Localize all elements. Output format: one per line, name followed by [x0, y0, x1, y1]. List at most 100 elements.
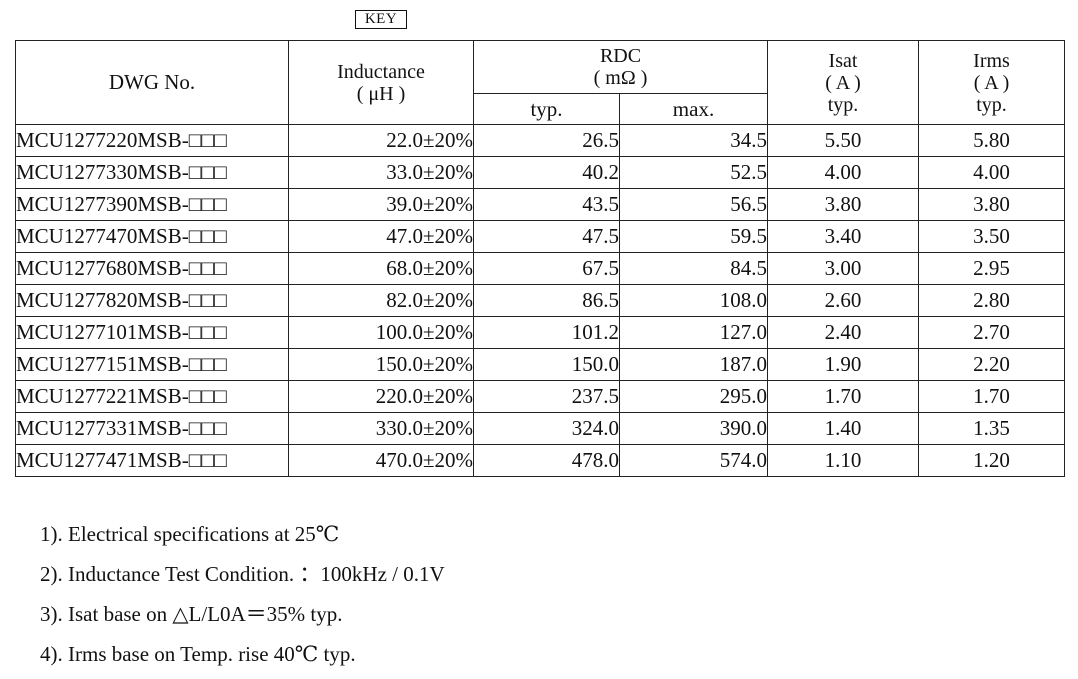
cell-inductance: 150.0±20% [288, 348, 474, 381]
table-row: MCU1277151MSB-□□□ 150.0±20% 150.0 187.0 … [15, 348, 1065, 381]
cell-rdc-max: 127.0 [619, 316, 768, 349]
cell-dwg: MCU1277151MSB-□□□ [15, 348, 289, 381]
cell-dwg: MCU1277331MSB-□□□ [15, 412, 289, 445]
note-item: 2). Inductance Test Condition. ：100kHz /… [40, 562, 445, 586]
cell-isat: 1.40 [767, 412, 919, 445]
cell-inductance: 47.0±20% [288, 220, 474, 253]
cell-rdc-typ: 43.5 [473, 188, 620, 221]
header-rdc-typ: typ. [473, 93, 620, 125]
cell-rdc-max: 187.0 [619, 348, 768, 381]
note-item: 1). Electrical specifications at 25℃ [40, 522, 340, 546]
cell-rdc-typ: 47.5 [473, 220, 620, 253]
table-row: MCU1277221MSB-□□□ 220.0±20% 237.5 295.0 … [15, 380, 1065, 413]
cell-isat: 3.40 [767, 220, 919, 253]
cell-rdc-max: 390.0 [619, 412, 768, 445]
cell-dwg: MCU1277390MSB-□□□ [15, 188, 289, 221]
header-rdc-label: RDC [599, 45, 642, 67]
cell-rdc-max: 295.0 [619, 380, 768, 413]
cell-rdc-typ: 324.0 [473, 412, 620, 445]
cell-rdc-typ: 40.2 [473, 156, 620, 189]
header-rdc-unit: ( mΩ ) [593, 67, 648, 89]
cell-inductance: 220.0±20% [288, 380, 474, 413]
header-inductance-unit: ( μH ) [356, 82, 406, 105]
cell-dwg: MCU1277221MSB-□□□ [15, 380, 289, 413]
header-isat: Isat ( A ) typ. [767, 40, 919, 125]
table-row: MCU1277101MSB-□□□ 100.0±20% 101.2 127.0 … [15, 316, 1065, 349]
table-row: MCU1277680MSB-□□□ 68.0±20% 67.5 84.5 3.0… [15, 252, 1065, 285]
cell-inductance: 68.0±20% [288, 252, 474, 285]
cell-dwg: MCU1277220MSB-□□□ [15, 124, 289, 157]
cell-rdc-typ: 26.5 [473, 124, 620, 157]
header-inductance: Inductance ( μH ) [288, 40, 474, 125]
cell-isat: 3.00 [767, 252, 919, 285]
cell-rdc-typ: 67.5 [473, 252, 620, 285]
cell-rdc-max: 108.0 [619, 284, 768, 317]
cell-inductance: 100.0±20% [288, 316, 474, 349]
cell-irms: 1.70 [918, 380, 1065, 413]
cell-rdc-max: 56.5 [619, 188, 768, 221]
cell-isat: 2.60 [767, 284, 919, 317]
cell-inductance: 82.0±20% [288, 284, 474, 317]
table-row: MCU1277220MSB-□□□ 22.0±20% 26.5 34.5 5.5… [15, 124, 1065, 157]
cell-rdc-typ: 478.0 [473, 444, 620, 477]
cell-isat: 1.90 [767, 348, 919, 381]
cell-inductance: 470.0±20% [288, 444, 474, 477]
cell-isat: 3.80 [767, 188, 919, 221]
header-isat-unit: ( A ) [825, 71, 861, 94]
table-row: MCU1277331MSB-□□□ 330.0±20% 324.0 390.0 … [15, 412, 1065, 445]
cell-inductance: 330.0±20% [288, 412, 474, 445]
cell-irms: 3.50 [918, 220, 1065, 253]
cell-dwg: MCU1277680MSB-□□□ [15, 252, 289, 285]
cell-dwg: MCU1277101MSB-□□□ [15, 316, 289, 349]
cell-isat: 4.00 [767, 156, 919, 189]
header-irms-typ: typ. [976, 93, 1007, 116]
table-row: MCU1277820MSB-□□□ 82.0±20% 86.5 108.0 2.… [15, 284, 1065, 317]
header-dwg: DWG No. [15, 40, 289, 125]
cell-dwg: MCU1277470MSB-□□□ [15, 220, 289, 253]
cell-irms: 2.20 [918, 348, 1065, 381]
spec-table: DWG No. Inductance ( μH ) RDC ( mΩ ) Isa… [15, 40, 1065, 477]
header-rdc-max: max. [619, 93, 768, 125]
table-row: MCU1277470MSB-□□□ 47.0±20% 47.5 59.5 3.4… [15, 220, 1065, 253]
cell-inductance: 22.0±20% [288, 124, 474, 157]
cell-rdc-typ: 101.2 [473, 316, 620, 349]
key-label: KEY [355, 10, 407, 29]
cell-isat: 5.50 [767, 124, 919, 157]
header-isat-typ: typ. [827, 93, 859, 116]
cell-rdc-max: 52.5 [619, 156, 768, 189]
header-irms: Irms ( A ) typ. [918, 40, 1065, 125]
cell-irms: 3.80 [918, 188, 1065, 221]
cell-dwg: MCU1277471MSB-□□□ [15, 444, 289, 477]
cell-isat: 1.70 [767, 380, 919, 413]
cell-dwg: MCU1277330MSB-□□□ [15, 156, 289, 189]
cell-inductance: 39.0±20% [288, 188, 474, 221]
cell-rdc-typ: 237.5 [473, 380, 620, 413]
header-inductance-label: Inductance [337, 60, 425, 83]
header-rdc: RDC ( mΩ ) [473, 40, 768, 94]
header-irms-unit: ( A ) [973, 71, 1010, 94]
table-row: MCU1277390MSB-□□□ 39.0±20% 43.5 56.5 3.8… [15, 188, 1065, 221]
cell-irms: 2.80 [918, 284, 1065, 317]
cell-irms: 4.00 [918, 156, 1065, 189]
cell-rdc-max: 574.0 [619, 444, 768, 477]
cell-isat: 2.40 [767, 316, 919, 349]
cell-inductance: 33.0±20% [288, 156, 474, 189]
cell-irms: 2.95 [918, 252, 1065, 285]
header-isat-label: Isat [828, 49, 858, 72]
cell-rdc-max: 84.5 [619, 252, 768, 285]
note-item: 3). Isat base on △L/L0A＝35% typ. [40, 602, 343, 626]
cell-rdc-max: 59.5 [619, 220, 768, 253]
cell-irms: 5.80 [918, 124, 1065, 157]
cell-dwg: MCU1277820MSB-□□□ [15, 284, 289, 317]
cell-rdc-typ: 150.0 [473, 348, 620, 381]
table-row: MCU1277330MSB-□□□ 33.0±20% 40.2 52.5 4.0… [15, 156, 1065, 189]
cell-rdc-typ: 86.5 [473, 284, 620, 317]
note-item: 4). Irms base on Temp. rise 40℃ typ. [40, 642, 356, 666]
cell-irms: 2.70 [918, 316, 1065, 349]
cell-rdc-max: 34.5 [619, 124, 768, 157]
cell-irms: 1.35 [918, 412, 1065, 445]
cell-isat: 1.10 [767, 444, 919, 477]
notes-list: 1). Electrical specifications at 25℃ 2).… [40, 517, 445, 677]
header-irms-label: Irms [973, 49, 1010, 72]
table-row: MCU1277471MSB-□□□ 470.0±20% 478.0 574.0 … [15, 444, 1065, 477]
